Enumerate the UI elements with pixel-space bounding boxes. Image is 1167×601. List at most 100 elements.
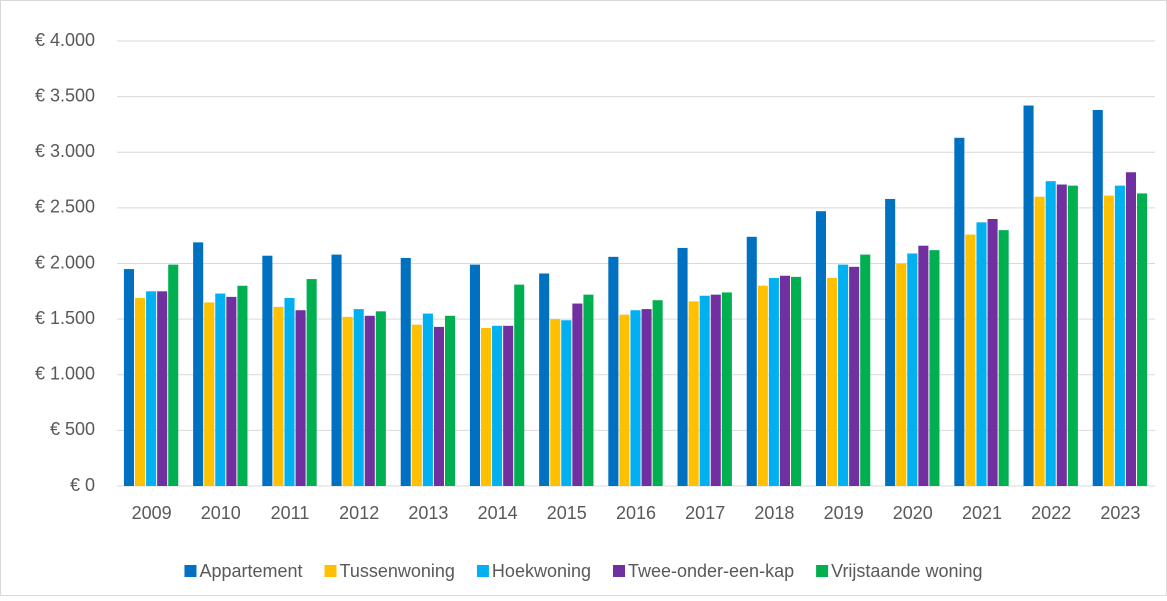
x-tick-label: 2014: [478, 503, 518, 523]
x-tick-label: 2013: [408, 503, 448, 523]
x-tick-label: 2017: [685, 503, 725, 523]
y-tick-label: € 4.000: [35, 30, 95, 50]
bar: [146, 291, 157, 486]
bar: [539, 273, 550, 486]
bar: [514, 284, 525, 486]
bar: [331, 254, 342, 486]
bar: [193, 242, 204, 486]
x-tick-label: 2016: [616, 503, 656, 523]
bar: [710, 294, 721, 486]
legend-swatch: [324, 565, 337, 577]
bar: [342, 316, 353, 486]
bar: [896, 263, 907, 486]
legend-swatch: [612, 565, 625, 577]
bar: [779, 275, 791, 486]
bar: [757, 285, 768, 486]
x-tick-label: 2009: [132, 503, 172, 523]
bar: [480, 328, 492, 486]
bar: [641, 309, 652, 486]
bar: [652, 300, 663, 486]
x-tick-label: 2023: [1100, 503, 1140, 523]
x-tick-label: 2019: [824, 503, 864, 523]
bar: [721, 292, 732, 486]
x-tick-label: 2021: [962, 503, 1002, 523]
bar: [630, 310, 641, 486]
bar: [226, 296, 237, 486]
bar: [907, 253, 918, 486]
bar: [204, 302, 215, 486]
bar: [433, 326, 445, 486]
bar: [364, 315, 375, 486]
legend-label: Hoekwoning: [492, 561, 591, 581]
bar: [838, 264, 849, 486]
bar: [422, 313, 433, 486]
bar: [1137, 193, 1148, 486]
x-tick-label: 2015: [547, 503, 587, 523]
bar: [929, 250, 940, 486]
x-tick-label: 2010: [201, 503, 241, 523]
bar: [768, 277, 779, 486]
bar: [1056, 184, 1067, 486]
bar: [445, 315, 456, 486]
bar: [885, 198, 896, 486]
y-tick-label: € 1.000: [35, 364, 95, 384]
legend-swatch: [184, 565, 197, 577]
bar: [1045, 181, 1056, 487]
bar: [815, 211, 826, 486]
bar: [123, 269, 134, 486]
bar: [411, 324, 422, 486]
legend-label: Tussenwoning: [340, 561, 455, 581]
x-tick-label: 2022: [1031, 503, 1071, 523]
bar: [826, 277, 838, 486]
bar: [353, 309, 364, 486]
bar: [1103, 195, 1114, 486]
bar: [1092, 109, 1103, 486]
bar: [688, 301, 699, 486]
legend-label: Twee-onder-een-kap: [628, 561, 794, 581]
bar: [918, 245, 929, 486]
y-tick-label: € 500: [50, 419, 95, 439]
legend-swatch: [816, 565, 829, 577]
bar: [262, 255, 273, 486]
bar: [860, 254, 871, 486]
x-tick-label: 2012: [339, 503, 379, 523]
bar: [157, 291, 168, 486]
bar: [1023, 105, 1034, 487]
bar: [561, 320, 572, 486]
bar: [237, 285, 248, 486]
y-tick-label: € 0: [70, 475, 95, 495]
x-tick-label: 2011: [271, 503, 310, 523]
legend-label: Appartement: [199, 561, 302, 581]
bar: [284, 297, 295, 486]
x-tick-label: 2018: [754, 503, 794, 523]
y-tick-label: € 3.500: [35, 85, 95, 105]
bar: [746, 236, 757, 486]
bar: [699, 295, 710, 486]
bar: [375, 311, 386, 486]
y-tick-label: € 2.500: [35, 197, 95, 217]
bar: [550, 319, 561, 486]
bar: [306, 279, 317, 486]
bar: [677, 247, 688, 486]
bar: [998, 230, 1009, 486]
bar: [215, 293, 226, 486]
bar: [608, 256, 619, 486]
bar: [619, 314, 630, 486]
bar: [987, 219, 998, 486]
bar: [492, 325, 503, 486]
bar: [791, 276, 802, 486]
bar: [295, 310, 306, 486]
bar: [572, 303, 583, 486]
legend: Appartement Tussenwoning Hoekwoning Twee-on…: [184, 561, 983, 581]
bar: [849, 266, 860, 486]
bar: [1125, 172, 1137, 486]
bar: [503, 325, 514, 486]
bar: [168, 264, 179, 486]
bar: [400, 257, 411, 486]
legend-label: Vrijstaande woning: [831, 561, 982, 581]
bar: [583, 294, 594, 486]
legend-swatch: [476, 565, 489, 577]
bar: [134, 297, 146, 486]
bar: [273, 306, 284, 486]
